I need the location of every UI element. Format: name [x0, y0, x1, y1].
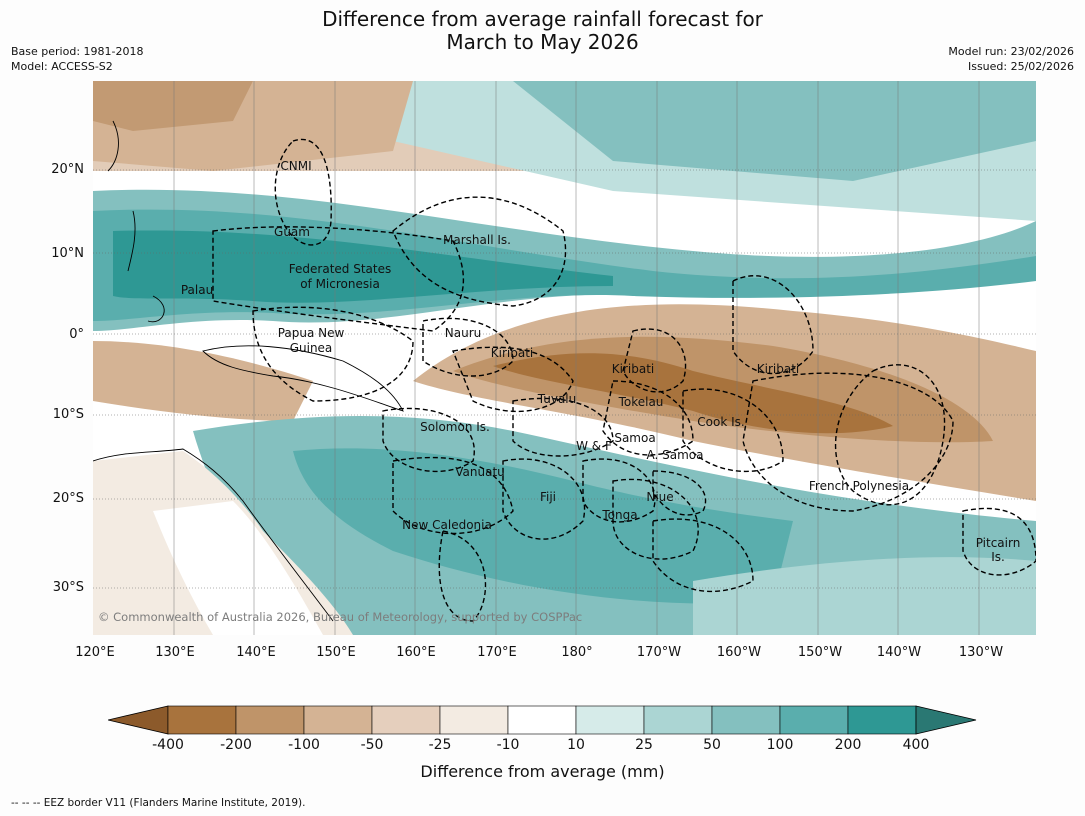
- label-pitcairn-1: Pitcairn: [975, 536, 1021, 550]
- lat-label-20n: 20°N: [51, 162, 84, 177]
- colorbar-tick-label: 10: [567, 737, 585, 753]
- label-tuvalu: Tuvalu: [537, 392, 577, 406]
- label-guam: Guam: [274, 225, 310, 239]
- lon-label-170e: 170°E: [477, 645, 517, 660]
- colorbar: [108, 705, 977, 735]
- colorbar-tick-label: -100: [288, 737, 320, 753]
- colorbar-segment: [643, 705, 713, 735]
- colorbar-tick-label: 400: [902, 737, 930, 753]
- label-kiribati-west: Kiribati: [490, 346, 534, 360]
- label-cook: Cook Is.: [697, 415, 745, 429]
- lat-label-20s: 20°S: [52, 491, 84, 506]
- lon-label-130w: 130°W: [958, 645, 1004, 660]
- title-line-2: March to May 2026: [446, 30, 639, 54]
- model-run: Model run: 23/02/2026: [948, 45, 1074, 58]
- meta-right: Model run: 23/02/2026 Issued: 25/02/2026: [948, 44, 1074, 74]
- lon-label-180: 180°: [561, 645, 593, 660]
- lon-label-150e: 150°E: [316, 645, 356, 660]
- issued-date: Issued: 25/02/2026: [967, 60, 1074, 73]
- label-new-caledonia: New Caledonia: [402, 518, 492, 532]
- coastlines: [93, 120, 404, 622]
- label-cnmi: CNMI: [280, 159, 312, 173]
- colorbar-segments: [108, 705, 977, 735]
- dry-west: [93, 341, 313, 421]
- lon-label-160e: 160°E: [396, 645, 436, 660]
- land-australia-inner: [153, 501, 323, 635]
- colorbar-tick-label: 100: [766, 737, 794, 753]
- label-fsm-1: Federated States: [288, 262, 392, 276]
- wet-south-dark: [293, 448, 793, 604]
- chart-title: Difference from average rainfall forecas…: [0, 8, 1085, 54]
- label-samoa: Samoa: [614, 431, 656, 445]
- zone-north-wet: [513, 81, 1036, 181]
- copyright-text: © Commonwealth of Australia 2026, Bureau…: [98, 610, 583, 624]
- colorbar-segment: [371, 705, 441, 735]
- zone-north-brown2: [93, 81, 253, 131]
- label-pitcairn-2: Is.: [991, 550, 1005, 564]
- label-fsm-2: of Micronesia: [300, 277, 380, 291]
- title-line-1: Difference from average rainfall forecas…: [322, 7, 763, 31]
- colorbar-tick-label: 25: [635, 737, 653, 753]
- colorbar-segment: [303, 705, 373, 735]
- lon-label-130e: 130°E: [155, 645, 195, 660]
- label-png-1: Papua New: [277, 326, 345, 340]
- label-solomon: Solomon Is.: [420, 420, 490, 434]
- colorbar-segment: [575, 705, 645, 735]
- base-period: Base period: 1981-2018: [11, 45, 144, 58]
- wet-south-light: [693, 557, 1036, 635]
- label-wallis-futuna: W & F: [576, 439, 612, 453]
- label-nauru: Nauru: [444, 326, 482, 340]
- colorbar-extend-low: [108, 705, 169, 735]
- lon-label-120e: 120°E: [75, 645, 115, 660]
- colorbar-segment: [779, 705, 849, 735]
- lat-label-10n: 10°N: [51, 246, 84, 261]
- map-svg: [93, 81, 1036, 635]
- colorbar-tick-label: -25: [428, 737, 452, 753]
- colorbar-tick-label: -400: [152, 737, 184, 753]
- label-tokelau: Tokelau: [618, 395, 664, 409]
- label-niue: Niue: [646, 490, 674, 504]
- colorbar-tick-label: -10: [496, 737, 520, 753]
- meta-left: Base period: 1981-2018 Model: ACCESS-S2: [11, 44, 143, 74]
- lat-label-10s: 10°S: [52, 407, 84, 422]
- label-french-polynesia: French Polynesia: [808, 479, 910, 493]
- colorbar-tick-label: -50: [360, 737, 384, 753]
- label-american-samoa: A. Samoa: [646, 448, 704, 462]
- lon-label-140e: 140°E: [236, 645, 276, 660]
- rainfall-map: © Commonwealth of Australia 2026, Bureau…: [93, 81, 1036, 635]
- colorbar-segment: [711, 705, 781, 735]
- lat-gridlines: [93, 169, 1036, 589]
- colorbar-tick-label: -200: [220, 737, 252, 753]
- label-kiribati-east: Kiribati: [756, 362, 800, 376]
- wet-band-core: [113, 230, 613, 303]
- label-png-2: Guinea: [289, 341, 333, 355]
- label-palau: Palau: [180, 283, 214, 297]
- colorbar-label: Difference from average (mm): [420, 762, 665, 781]
- label-kiribati-central: Kiribati: [611, 362, 655, 376]
- lon-label-160w: 160°W: [716, 645, 762, 660]
- colorbar-segment: [847, 705, 917, 735]
- lon-label-150w: 150°W: [797, 645, 843, 660]
- dry-band-core: [493, 353, 893, 434]
- colorbar-segment: [439, 705, 509, 735]
- lon-gridlines: [173, 81, 980, 635]
- eez-borders: [212, 138, 1036, 622]
- colorbar-tick-label: 200: [834, 737, 862, 753]
- colorbar-segment: [507, 705, 577, 735]
- lon-label-170w: 170°W: [636, 645, 682, 660]
- label-tonga: Tonga: [602, 508, 638, 522]
- colorbar-extend-high: [915, 705, 977, 735]
- lon-label-140w: 140°W: [876, 645, 922, 660]
- label-fiji: Fiji: [539, 490, 557, 504]
- footer-note: -- -- -- EEZ border V11 (Flanders Marine…: [11, 797, 306, 809]
- lat-label-30s: 30°S: [52, 580, 84, 595]
- colorbar-tick-label: 50: [703, 737, 721, 753]
- label-marshall: Marshall Is.: [443, 233, 511, 247]
- label-vanuatu: Vanuatu: [455, 465, 505, 479]
- colorbar-segment: [167, 705, 237, 735]
- lat-label-0: 0°: [69, 327, 84, 342]
- colorbar-segment: [235, 705, 305, 735]
- model-name: Model: ACCESS-S2: [11, 60, 113, 73]
